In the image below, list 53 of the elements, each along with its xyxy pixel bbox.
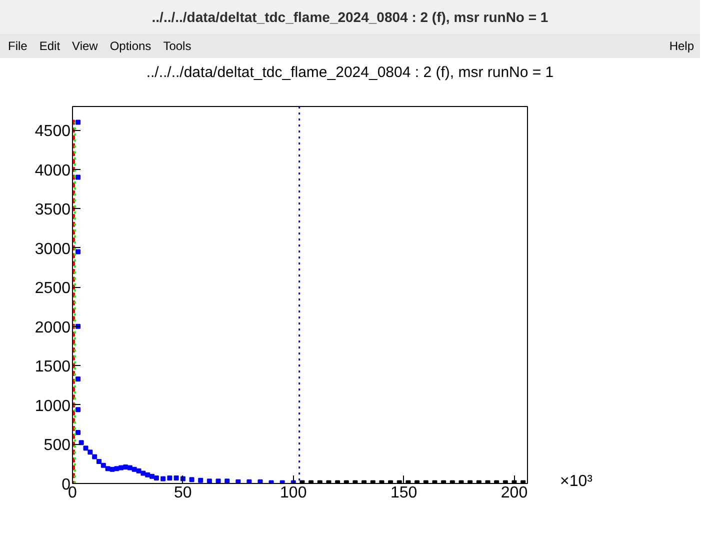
point (145, 472, 150, 478)
point (118, 465, 124, 470)
text: View (72, 39, 98, 53)
point (140, 470, 146, 476)
point (154, 476, 159, 480)
point (92, 454, 98, 460)
point (78, 440, 84, 446)
y-tick-label: 4000 (34, 162, 71, 180)
point (123, 464, 128, 470)
point (150, 474, 155, 479)
point (198, 478, 204, 483)
point (76, 430, 81, 435)
x-tick-label: 50 (174, 484, 192, 502)
point (114, 466, 120, 472)
point (88, 450, 93, 455)
x-tick-label: 100 (280, 484, 307, 502)
point (76, 407, 81, 412)
y-tick-label: 2500 (34, 280, 71, 298)
point (132, 466, 137, 472)
text: ../../../data/deltat_tdc_flame_2024_0804 : 2 (f), msr runNo = 1 (152, 8, 548, 27)
text: Tools (163, 39, 192, 53)
point (216, 478, 221, 484)
point (136, 468, 142, 474)
x-tick-label: 200 (500, 484, 528, 502)
y-tick-label: 500 (44, 437, 71, 454)
point (160, 476, 166, 482)
x-axis-title: ×10³ (560, 472, 592, 492)
y-tick-label: 1500 (34, 358, 71, 376)
y-tick-label: 4500 (34, 123, 71, 140)
point (83, 446, 88, 451)
text: File (8, 39, 28, 53)
chart-title: ../../../data/deltat_tdc_flame_2024_0804 : 2 (f), msr runNo = 1 (146, 63, 554, 83)
y-tick-label: 3500 (34, 202, 71, 219)
point (76, 376, 81, 382)
y-tick-label: 3000 (34, 240, 71, 258)
point (76, 174, 81, 180)
text: Help (669, 38, 694, 55)
point (174, 476, 179, 480)
point (76, 120, 81, 125)
y-tick-label: 2000 (34, 319, 71, 336)
point (100, 462, 106, 468)
y-tick-label: 1000 (34, 398, 71, 415)
point (189, 477, 194, 482)
point (127, 465, 132, 470)
point (206, 478, 212, 484)
text: Options (110, 39, 152, 53)
point (224, 478, 230, 484)
text: Edit (39, 39, 60, 53)
point (96, 459, 102, 464)
x-tick-label: 150 (390, 484, 418, 502)
point (76, 249, 81, 254)
point (105, 466, 110, 472)
point (167, 476, 172, 480)
